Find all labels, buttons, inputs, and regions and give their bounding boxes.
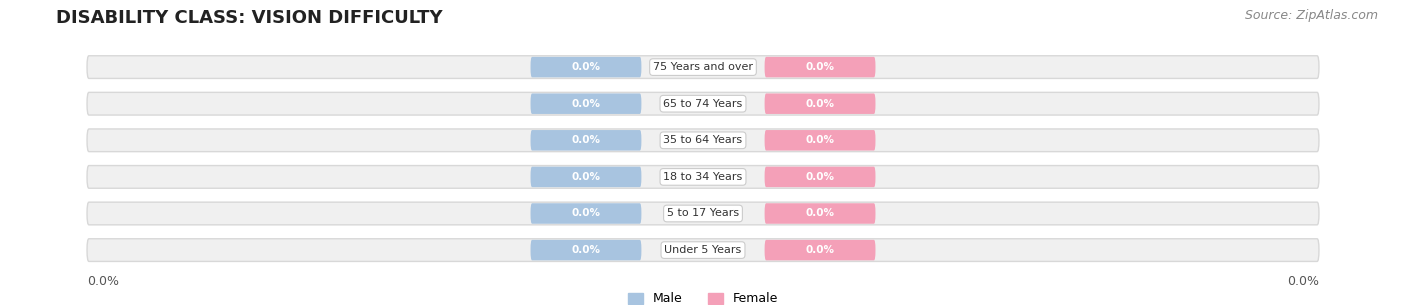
FancyBboxPatch shape [87, 56, 1319, 78]
FancyBboxPatch shape [87, 166, 1319, 188]
FancyBboxPatch shape [87, 92, 1319, 115]
Text: 18 to 34 Years: 18 to 34 Years [664, 172, 742, 182]
Text: 0.0%: 0.0% [806, 62, 835, 72]
Text: 0.0%: 0.0% [806, 172, 835, 182]
FancyBboxPatch shape [765, 130, 876, 151]
Text: 0.0%: 0.0% [806, 245, 835, 255]
Text: 0.0%: 0.0% [571, 99, 600, 109]
FancyBboxPatch shape [765, 57, 876, 77]
FancyBboxPatch shape [87, 202, 1319, 225]
Text: 0.0%: 0.0% [571, 62, 600, 72]
FancyBboxPatch shape [530, 93, 641, 114]
Text: 0.0%: 0.0% [87, 275, 120, 288]
Text: 35 to 64 Years: 35 to 64 Years [664, 135, 742, 145]
Text: 5 to 17 Years: 5 to 17 Years [666, 209, 740, 218]
Text: 0.0%: 0.0% [571, 209, 600, 218]
FancyBboxPatch shape [765, 203, 876, 224]
FancyBboxPatch shape [530, 240, 641, 260]
FancyBboxPatch shape [765, 240, 876, 260]
FancyBboxPatch shape [765, 93, 876, 114]
Text: 65 to 74 Years: 65 to 74 Years [664, 99, 742, 109]
Legend: Male, Female: Male, Female [623, 287, 783, 305]
Text: Under 5 Years: Under 5 Years [665, 245, 741, 255]
Text: Source: ZipAtlas.com: Source: ZipAtlas.com [1244, 9, 1378, 22]
FancyBboxPatch shape [530, 130, 641, 151]
Text: 0.0%: 0.0% [806, 99, 835, 109]
Text: 0.0%: 0.0% [571, 172, 600, 182]
Text: 0.0%: 0.0% [571, 135, 600, 145]
FancyBboxPatch shape [530, 167, 641, 187]
Text: 0.0%: 0.0% [806, 209, 835, 218]
Text: 0.0%: 0.0% [571, 245, 600, 255]
Text: 75 Years and over: 75 Years and over [652, 62, 754, 72]
FancyBboxPatch shape [530, 57, 641, 77]
Text: 0.0%: 0.0% [1286, 275, 1319, 288]
FancyBboxPatch shape [87, 239, 1319, 261]
FancyBboxPatch shape [765, 167, 876, 187]
Text: DISABILITY CLASS: VISION DIFFICULTY: DISABILITY CLASS: VISION DIFFICULTY [56, 9, 443, 27]
FancyBboxPatch shape [530, 203, 641, 224]
FancyBboxPatch shape [87, 129, 1319, 152]
Text: 0.0%: 0.0% [806, 135, 835, 145]
